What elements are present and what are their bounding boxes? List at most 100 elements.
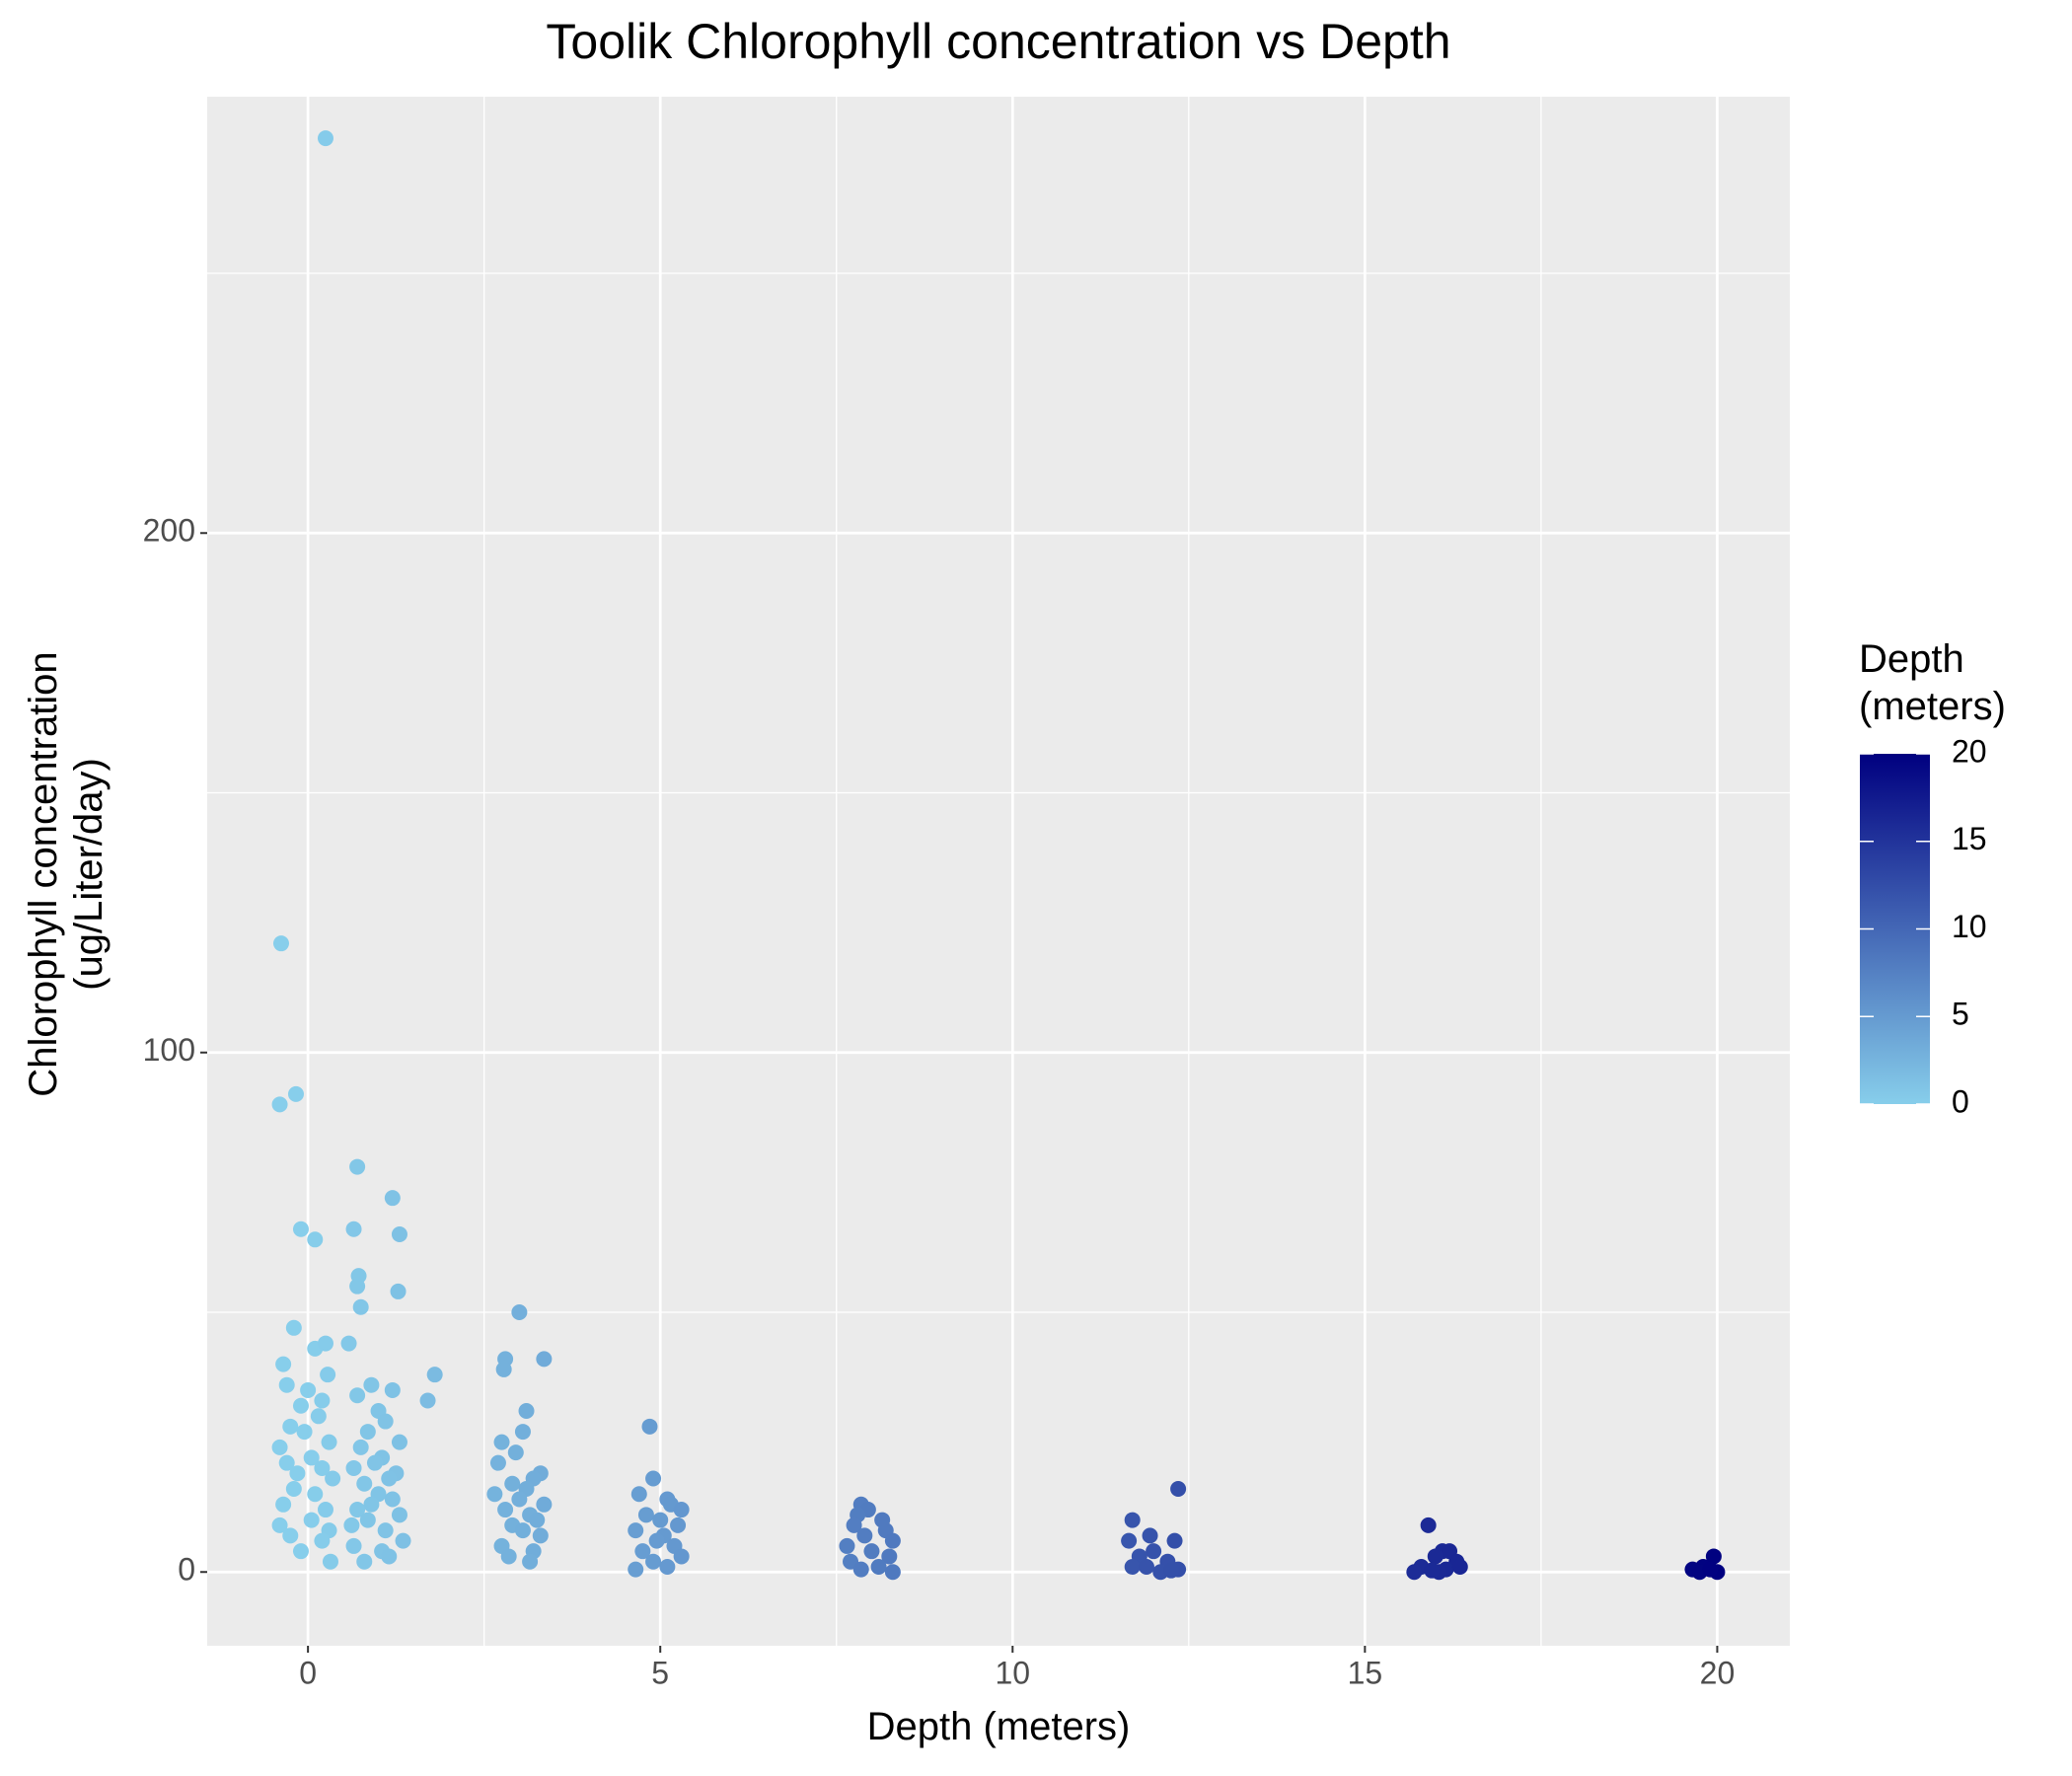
point (349, 1278, 366, 1295)
x-axis-title: Depth (meters) (866, 1705, 1131, 1748)
point (489, 1454, 506, 1471)
point (645, 1553, 662, 1570)
point (300, 1381, 317, 1398)
point (529, 1512, 546, 1528)
point (670, 1517, 687, 1533)
point (1138, 1558, 1154, 1575)
point (637, 1507, 654, 1523)
point (292, 1543, 309, 1560)
colorbar-tick-label: 0 (1952, 1083, 1969, 1119)
point (522, 1553, 539, 1570)
point (426, 1367, 443, 1383)
point (345, 1537, 362, 1554)
point (377, 1522, 394, 1539)
point (1420, 1517, 1437, 1533)
point (278, 1454, 295, 1471)
y-axis-title: Chlorophyll concentration (ug/Liter/day) (22, 651, 111, 1097)
point (289, 1465, 306, 1482)
point (314, 1459, 331, 1476)
point (384, 1381, 401, 1398)
point (359, 1512, 376, 1528)
point (1124, 1558, 1141, 1575)
point (275, 1356, 292, 1372)
point (628, 1522, 644, 1539)
legend-title: Depth (meters) (1859, 637, 2006, 728)
point (381, 1548, 398, 1565)
colorbar-tick-label: 20 (1952, 733, 1987, 769)
point (271, 1517, 288, 1533)
point (395, 1532, 411, 1549)
point (352, 1439, 369, 1455)
point (278, 1376, 295, 1393)
point (518, 1403, 535, 1420)
point (345, 1221, 362, 1237)
point (391, 1507, 407, 1523)
point (366, 1454, 383, 1471)
point (641, 1418, 658, 1435)
point (287, 1085, 304, 1102)
y-tick-label: 100 (143, 1032, 195, 1068)
point (271, 1096, 288, 1113)
point (884, 1532, 901, 1549)
point (652, 1512, 669, 1528)
point (884, 1564, 901, 1581)
point (307, 1231, 324, 1248)
point (322, 1553, 338, 1570)
point (352, 1298, 369, 1315)
colorbar-tick-label: 15 (1952, 821, 1987, 856)
point (514, 1522, 531, 1539)
point (846, 1517, 862, 1533)
point (317, 1335, 333, 1352)
point (1162, 1562, 1179, 1579)
point (839, 1537, 855, 1554)
point (1146, 1543, 1162, 1560)
point (384, 1190, 401, 1207)
point (514, 1424, 531, 1441)
point (384, 1491, 401, 1508)
point (1406, 1564, 1423, 1581)
point (1451, 1558, 1468, 1575)
point (628, 1561, 644, 1578)
point (497, 1502, 514, 1518)
x-tick-label: 15 (1348, 1655, 1383, 1690)
point (345, 1459, 362, 1476)
point (307, 1486, 324, 1503)
point (532, 1527, 549, 1544)
plot-panel (207, 97, 1790, 1646)
point (317, 130, 333, 147)
x-tick-label: 0 (299, 1655, 317, 1690)
point (314, 1392, 331, 1409)
point (271, 1439, 288, 1455)
point (852, 1561, 869, 1578)
point (317, 1502, 333, 1518)
point (856, 1527, 873, 1544)
point (1166, 1532, 1183, 1549)
point (377, 1413, 394, 1430)
point (511, 1303, 528, 1320)
point (349, 1502, 366, 1518)
point (343, 1517, 360, 1533)
point (536, 1351, 553, 1368)
colorbar-tick-label: 10 (1952, 909, 1987, 944)
point (303, 1449, 320, 1466)
point (645, 1470, 662, 1487)
point (282, 1527, 299, 1544)
y-tick-label: 0 (178, 1552, 195, 1588)
point (303, 1512, 320, 1528)
point (321, 1434, 337, 1450)
point (673, 1548, 690, 1565)
point (363, 1376, 380, 1393)
point (486, 1486, 503, 1503)
point (282, 1418, 299, 1435)
point (272, 935, 289, 952)
point (314, 1532, 331, 1549)
point (390, 1283, 407, 1299)
point (1121, 1532, 1138, 1549)
point (349, 1158, 366, 1175)
point (673, 1502, 690, 1518)
x-tick-label: 20 (1700, 1655, 1736, 1690)
point (356, 1475, 373, 1492)
point (1705, 1548, 1722, 1565)
point (419, 1392, 436, 1409)
